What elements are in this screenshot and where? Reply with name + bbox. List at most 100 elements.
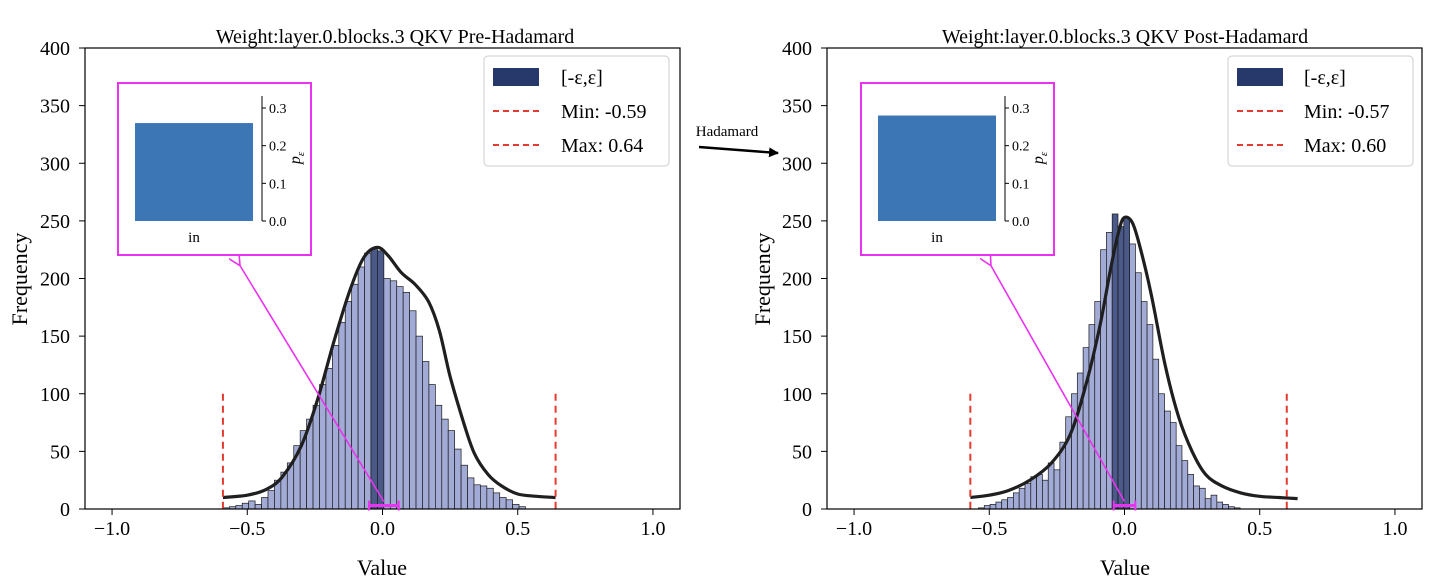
zoom-arrow [239, 264, 385, 502]
pre-hadamard-panel: Weight:layer.0.blocks.3 QKV Pre-Hadamard… [7, 26, 681, 580]
histogram-bar [415, 335, 423, 510]
inset-y-tick-label: 0.1 [269, 177, 287, 192]
zoom-arrow [990, 264, 1126, 502]
legend-patch-epsilon [493, 68, 539, 86]
histogram-bar [422, 361, 430, 510]
y-tick-label: 200 [782, 269, 812, 291]
y-tick-label: 250 [40, 211, 70, 233]
histogram-bar [1053, 469, 1061, 510]
histogram-bar [1199, 487, 1206, 510]
arrow-icon [698, 145, 779, 158]
histogram-bar [312, 404, 320, 510]
y-tick-label: 150 [40, 326, 70, 348]
y-tick-label: 250 [782, 211, 812, 233]
histogram-bar [1146, 324, 1154, 510]
histogram-bar [1187, 474, 1194, 510]
inset-y-label-base: p [287, 156, 304, 165]
inset-y-tick-label: 0.2 [269, 140, 287, 155]
histogram-bar [325, 368, 333, 510]
y-tick-label: 200 [40, 269, 70, 291]
y-axis-ticks: 0 50 100 150 200 250 300 350 400 [782, 38, 827, 521]
histogram-bar [389, 280, 398, 510]
x-tick-label: 0.5 [505, 518, 530, 540]
histogram-bar [357, 266, 365, 510]
histogram-bar [1140, 301, 1148, 510]
x-axis-label: Value [357, 555, 407, 580]
histogram-bar [1018, 487, 1026, 510]
inset-y-label-sub: ε [295, 151, 307, 156]
post-hadamard-panel: Weight:layer.0.blocks.3 QKV Post-Hadamar… [750, 26, 1423, 580]
legend-label-max: Max: 0.64 [561, 135, 643, 157]
histogram-bar [447, 430, 456, 510]
histogram-bar [1007, 497, 1014, 510]
y-axis-label: Frequency [7, 233, 32, 326]
legend: [-ε,ε] Min: -0.57 Max: 0.60 [1227, 55, 1414, 167]
y-tick-label: 100 [782, 384, 812, 406]
density-curve [222, 245, 556, 500]
y-axis-ticks: 0 50 100 150 200 250 300 350 400 [40, 38, 85, 521]
legend-patch-epsilon [1237, 68, 1283, 86]
histogram-bar [499, 497, 507, 510]
y-tick-label: 300 [40, 153, 70, 175]
y-tick-label: 0 [60, 499, 70, 521]
x-tick-label: 1.0 [640, 518, 665, 540]
histogram-bar [254, 504, 262, 510]
inset-category-label: in [931, 230, 943, 246]
histogram-bar [261, 497, 269, 510]
histogram-bar [428, 384, 436, 510]
inset-y-tick-label: 0.0 [269, 215, 287, 230]
histogram-bar [344, 301, 353, 510]
histogram-bar [319, 384, 327, 510]
y-tick-label: 350 [40, 96, 70, 118]
inset-category-label: in [188, 230, 200, 246]
histogram-bar-epsilon [1117, 226, 1125, 510]
legend-label-min: Min: -0.59 [561, 101, 647, 123]
histogram-bar [486, 487, 494, 510]
legend-label-max: Max: 0.60 [1304, 135, 1386, 157]
legend: [-ε,ε] Min: -0.59 Max: 0.64 [483, 55, 670, 167]
histogram-bar [1169, 422, 1177, 510]
histogram-bars [222, 248, 526, 510]
x-axis-ticks: −1.0 −0.5 0.0 0.5 1.0 [94, 509, 665, 540]
histogram-bar [492, 492, 501, 510]
inset-y-ticks: 0.0 0.1 0.2 0.3 [262, 102, 287, 230]
legend-label-epsilon: [-ε,ε] [561, 67, 603, 89]
inset-y-tick-label: 0.2 [1012, 140, 1030, 155]
y-tick-label: 300 [782, 153, 812, 175]
histogram-bar [1024, 483, 1032, 510]
chart-title: Weight:layer.0.blocks.3 QKV Pre-Hadamard [216, 26, 575, 48]
epsilon-range-bracket [1112, 500, 1137, 511]
histogram-bar [1047, 462, 1055, 510]
histogram-bar [1030, 476, 1037, 510]
histogram-bar [1210, 494, 1218, 510]
inset-y-label-sub: ε [1038, 151, 1050, 156]
y-tick-label: 50 [50, 441, 70, 463]
histogram-bar-epsilon [1123, 217, 1130, 510]
histogram-bar [409, 310, 417, 510]
legend-label-min: Min: -0.57 [1304, 101, 1390, 123]
histogram-bar [1152, 358, 1160, 510]
x-tick-label: 0.5 [1247, 518, 1272, 540]
chart-title: Weight:layer.0.blocks.3 QKV Post-Hadamar… [942, 26, 1308, 48]
x-tick-label: −1.0 [94, 518, 130, 540]
y-tick-label: 0 [802, 499, 812, 521]
histogram-bar [989, 504, 997, 510]
inset-y-tick-label: 0.0 [1012, 215, 1030, 230]
x-tick-label: 0.0 [370, 518, 395, 540]
histogram-bar [1181, 460, 1189, 510]
x-tick-label: −0.5 [971, 518, 1007, 540]
inset-y-label-base: p [1030, 156, 1047, 165]
histogram-bar [1175, 445, 1183, 510]
inset-y-tick-label: 0.3 [269, 102, 287, 117]
histogram-bar-epsilon [377, 250, 385, 510]
inset-bar [135, 123, 253, 221]
histogram-bar [1216, 501, 1224, 510]
histogram-bar [1001, 499, 1008, 510]
histogram-bar [473, 484, 481, 510]
histogram-bar [1012, 492, 1020, 510]
histogram-bar [402, 291, 410, 510]
histogram-bar [338, 321, 346, 510]
histogram-bar [460, 464, 468, 510]
histogram-bar [1204, 498, 1212, 510]
